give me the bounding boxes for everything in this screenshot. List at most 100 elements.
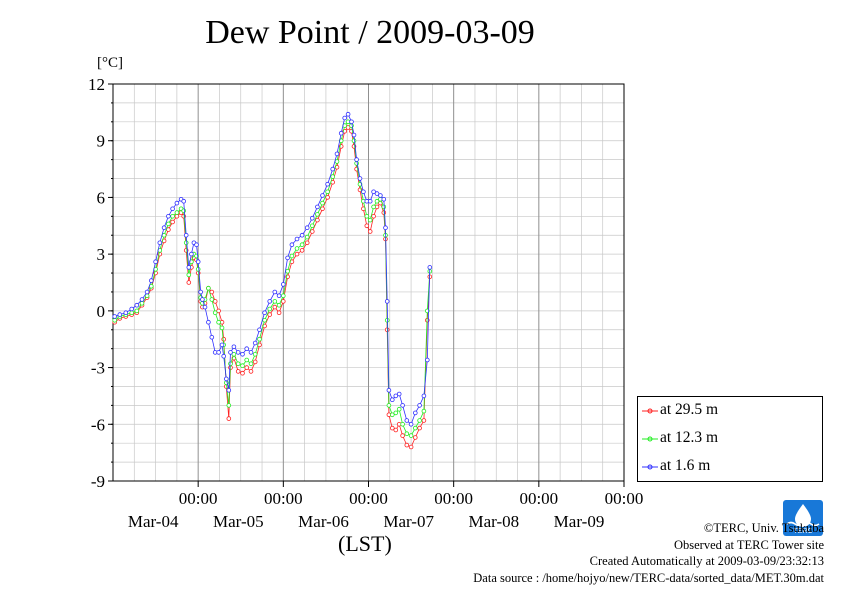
series-line-at-29-5-m [114, 126, 431, 448]
data-point-at-1-6-m [361, 189, 366, 195]
data-point-at-29-5-m [272, 304, 278, 310]
data-point-at-1-6-m [198, 289, 204, 295]
data-point-at-1-6-m [289, 242, 295, 248]
data-point-at-29-5-m [393, 427, 399, 433]
data-point-at-1-6-m [393, 393, 399, 399]
data-point-at-1-6-m [280, 282, 286, 287]
data-point-at-29-5-m [174, 214, 180, 219]
data-point-at-1-6-m [144, 289, 150, 295]
legend-label-12-3m: at 12.3 m [660, 429, 719, 446]
data-point-at-12-3-m [417, 418, 422, 423]
x-tick-time-label: 00:00 [605, 489, 644, 508]
data-point-at-29-5-m [299, 248, 305, 253]
data-point-at-1-6-m [166, 214, 171, 219]
data-point-at-1-6-m [383, 225, 388, 231]
legend-item-29-5m: at 29.5 m [638, 399, 822, 421]
data-point-at-12-3-m [219, 325, 225, 331]
data-point-at-29-5-m [417, 425, 422, 431]
data-point-at-1-6-m [189, 251, 194, 257]
data-point-at-12-3-m [235, 361, 241, 367]
data-point-at-29-5-m [412, 435, 418, 440]
data-point-at-12-3-m [354, 161, 359, 166]
data-point-at-29-5-m [209, 289, 215, 295]
data-point-at-29-5-m [367, 229, 373, 234]
data-point-at-1-6-m [157, 240, 163, 246]
data-point-at-12-3-m [228, 361, 233, 367]
data-point-at-12-3-m [272, 299, 278, 304]
data-point-at-1-6-m [371, 189, 376, 195]
data-point-at-29-5-m [240, 370, 245, 376]
y-tick-label: 6 [97, 188, 106, 207]
data-point-at-29-5-m [294, 251, 300, 257]
data-point-at-12-3-m [309, 223, 315, 229]
logo-wave [786, 521, 820, 527]
data-point-at-29-5-m [170, 219, 175, 225]
data-point-at-12-3-m [285, 268, 290, 274]
data-point-at-12-3-m [112, 317, 117, 323]
data-point-at-12-3-m [315, 212, 320, 217]
data-point-at-1-6-m [170, 206, 175, 212]
x-tick-date-label: Mar-08 [469, 512, 520, 531]
data-point-at-12-3-m [334, 159, 340, 164]
legend-dot-1-6m [647, 464, 653, 470]
data-point-at-1-6-m [257, 327, 262, 333]
data-point-at-1-6-m [374, 191, 380, 196]
x-tick-time-label: 00:00 [264, 489, 303, 508]
data-point-at-12-3-m [209, 297, 215, 302]
data-point-at-1-6-m [389, 397, 395, 403]
data-point-at-1-6-m [342, 115, 348, 121]
data-point-at-1-6-m [299, 232, 305, 238]
data-point-at-1-6-m [285, 255, 290, 261]
data-point-at-12-3-m [267, 306, 273, 312]
data-point-at-29-5-m [221, 336, 227, 342]
data-point-at-29-5-m [400, 433, 405, 438]
data-point-at-29-5-m [244, 365, 250, 370]
data-point-at-29-5-m [226, 416, 232, 421]
x-tick-time-label: 00:00 [434, 489, 473, 508]
credit-copyright: ©TERC, Univ. Tsukuba [703, 521, 824, 535]
data-point-at-29-5-m [280, 299, 286, 304]
data-point-at-12-3-m [421, 408, 427, 414]
data-point-at-12-3-m [412, 425, 418, 431]
data-point-at-1-6-m [244, 346, 250, 352]
data-point-at-1-6-m [200, 297, 205, 302]
data-point-at-1-6-m [240, 351, 245, 357]
data-point-at-1-6-m [149, 278, 154, 283]
data-point-at-1-6-m [349, 119, 354, 125]
data-point-at-1-6-m [315, 204, 320, 210]
data-point-at-1-6-m [129, 306, 135, 312]
x-tick-date-label: Mar-05 [213, 512, 264, 531]
data-point-at-1-6-m [381, 197, 387, 202]
data-point-at-12-3-m [262, 317, 267, 323]
data-point-at-1-6-m [338, 130, 344, 136]
data-point-at-29-5-m [421, 418, 427, 423]
x-tick-time-label: 00:00 [179, 489, 218, 508]
data-point-at-1-6-m [153, 259, 158, 265]
data-point-at-12-3-m [400, 421, 405, 427]
data-point-at-12-3-m [129, 310, 135, 316]
data-point-at-12-3-m [170, 214, 175, 219]
legend-marker-12-3m [642, 436, 658, 442]
data-point-at-29-5-m [267, 312, 273, 317]
legend-label-1-6m: at 1.6 m [660, 457, 711, 474]
data-point-at-29-5-m [212, 299, 218, 304]
data-point-at-1-6-m [235, 350, 241, 355]
data-point-at-29-5-m [345, 125, 351, 130]
data-point-at-1-6-m [202, 304, 208, 310]
data-point-at-29-5-m [276, 310, 282, 316]
data-point-at-1-6-m [181, 198, 187, 204]
data-point-at-1-6-m [304, 225, 310, 231]
data-point-at-1-6-m [294, 236, 300, 242]
legend-dot-12-3m [647, 436, 653, 442]
data-point-at-1-6-m [226, 387, 232, 393]
series-line-at-12-3-m [114, 121, 431, 437]
data-point-at-1-6-m [384, 299, 390, 304]
data-point-at-1-6-m [351, 132, 357, 138]
data-point-at-29-5-m [186, 280, 192, 285]
terc-logo-icon: TERC [783, 500, 823, 536]
data-point-at-12-3-m [244, 357, 250, 363]
data-point-at-12-3-m [396, 406, 402, 412]
y-tick-label: 0 [97, 302, 106, 321]
data-point-at-12-3-m [374, 198, 380, 204]
series-at-12-3-m [112, 119, 433, 438]
